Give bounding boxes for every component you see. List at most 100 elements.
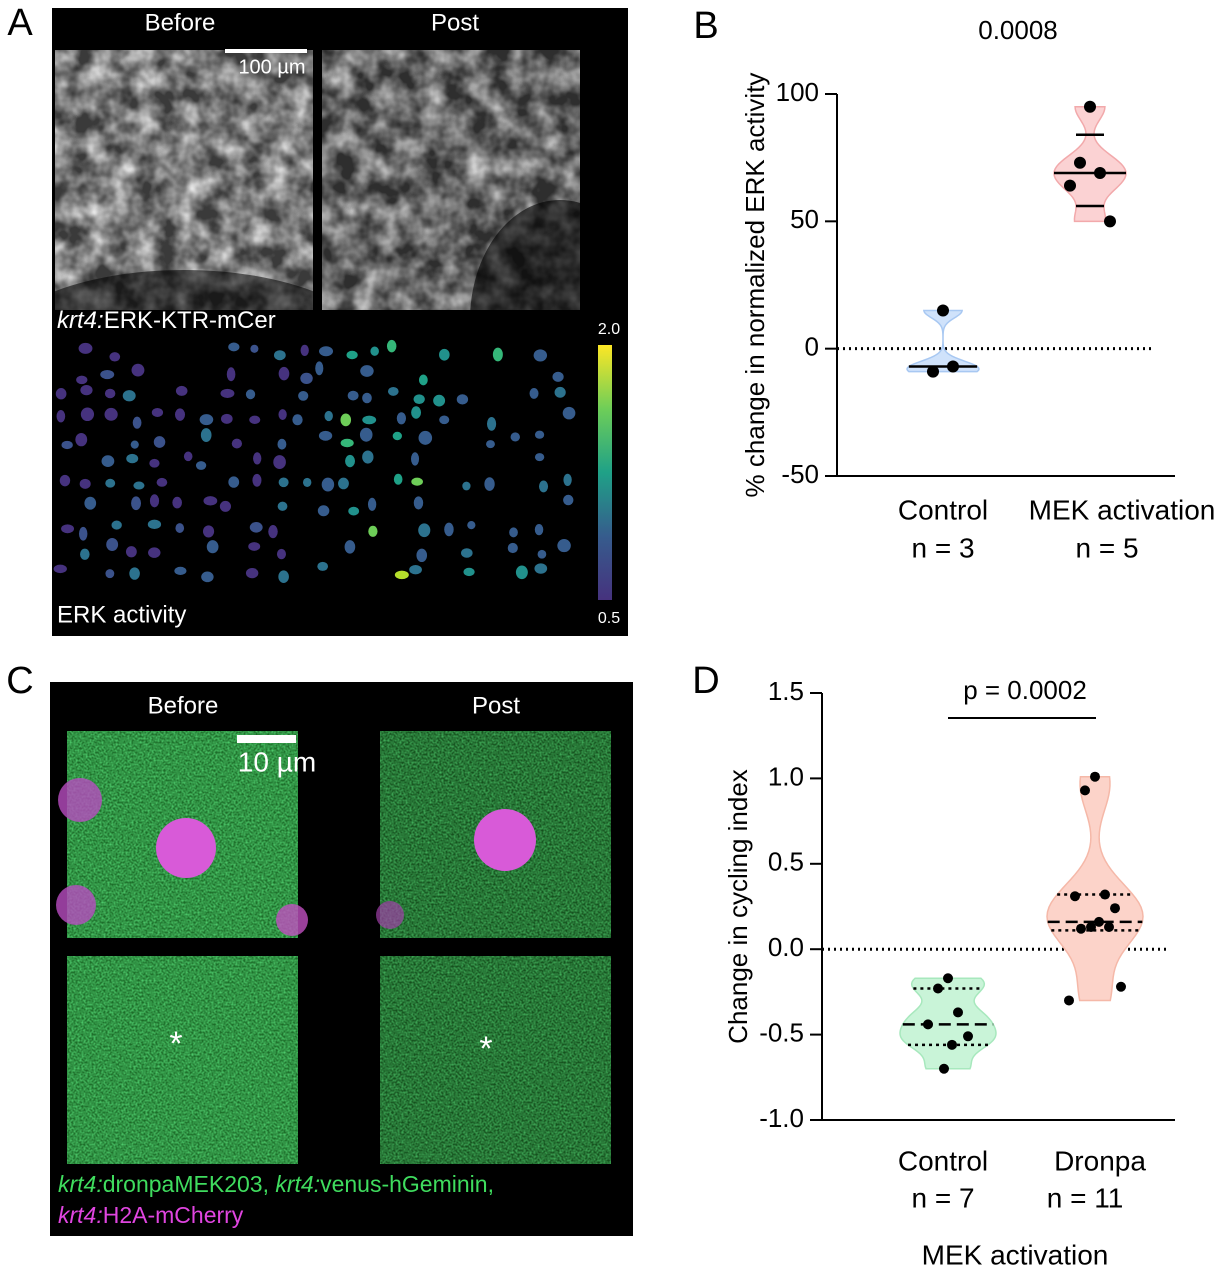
column-title: Post bbox=[431, 9, 479, 36]
erk-map bbox=[53, 339, 576, 584]
nucleus-dot bbox=[418, 523, 431, 538]
nucleus-dot bbox=[362, 415, 377, 425]
nucleus-dot bbox=[76, 375, 88, 385]
panel-label: D bbox=[692, 660, 719, 702]
nucleus bbox=[276, 904, 308, 936]
nucleus-dot bbox=[56, 410, 66, 423]
nucleus-dot bbox=[507, 542, 518, 554]
panel-label: C bbox=[6, 660, 33, 702]
nucleus-dot bbox=[219, 500, 232, 512]
nucleus-dot bbox=[61, 524, 75, 534]
nucleus-dot bbox=[195, 461, 207, 470]
nucleus-dot bbox=[220, 413, 233, 424]
nucleus-dot bbox=[563, 473, 572, 487]
data-point bbox=[933, 983, 943, 994]
nucleus-dot bbox=[149, 458, 160, 468]
nucleus bbox=[474, 809, 536, 871]
nucleus-dot bbox=[109, 352, 121, 362]
nucleus-dot bbox=[302, 477, 312, 488]
nucleus-dot bbox=[220, 388, 235, 399]
nucleus-dot bbox=[250, 344, 259, 353]
nucleus-dot bbox=[78, 526, 88, 541]
nucleus bbox=[156, 818, 216, 878]
nucleus-dot bbox=[201, 571, 214, 583]
nucleus-dot bbox=[151, 407, 164, 418]
column-title: Before bbox=[145, 9, 216, 36]
caption-line: krt4:H2A-mCherry bbox=[58, 1202, 244, 1228]
scale-label: 100 µm bbox=[238, 56, 305, 78]
nucleus-dot bbox=[534, 523, 544, 536]
nucleus bbox=[58, 778, 102, 822]
data-point bbox=[1100, 889, 1110, 900]
nucleus-dot bbox=[200, 428, 212, 443]
significance-label: 0.0008 bbox=[978, 15, 1058, 45]
colorbar-max: 2.0 bbox=[598, 321, 620, 338]
data-point bbox=[1110, 903, 1120, 914]
data-point bbox=[1094, 166, 1106, 179]
nucleus-dot bbox=[362, 392, 372, 404]
nucleus-dot bbox=[486, 440, 495, 449]
data-point bbox=[923, 1019, 933, 1030]
micrograph-post-merge bbox=[376, 731, 611, 938]
nucleus-dot bbox=[492, 347, 503, 362]
nucleus-dot bbox=[80, 548, 90, 560]
nucleus-dot bbox=[249, 415, 261, 424]
nucleus-dot bbox=[433, 394, 446, 407]
y-tick-label: -50 bbox=[781, 459, 819, 489]
data-point bbox=[963, 1031, 973, 1042]
nucleus-dot bbox=[554, 386, 566, 398]
nucleus-dot bbox=[534, 563, 548, 574]
nucleus-dot bbox=[484, 477, 495, 491]
nucleus-dot bbox=[393, 473, 403, 485]
nucleus-dot bbox=[386, 339, 397, 353]
nucleus-dot bbox=[268, 525, 278, 539]
nucleus-dot bbox=[126, 453, 139, 464]
y-axis-label: % change in normalized ERK activity bbox=[740, 73, 770, 498]
image-shade bbox=[55, 270, 313, 310]
data-point bbox=[1094, 916, 1104, 927]
nucleus-dot bbox=[413, 496, 424, 510]
nucleus-dot bbox=[462, 481, 471, 491]
nucleus-dot bbox=[300, 372, 313, 385]
transgene: dronpaMEK203, bbox=[103, 1171, 276, 1197]
nucleus-dot bbox=[149, 494, 160, 508]
scale-label: 10 µm bbox=[238, 746, 316, 777]
nucleus-dot bbox=[552, 371, 564, 382]
y-tick-label: 50 bbox=[790, 204, 819, 234]
reporter-name: ERK-KTR-mCer bbox=[104, 307, 276, 334]
y-tick-label: 0 bbox=[805, 332, 819, 362]
gene-prefix: krt4: bbox=[58, 1171, 103, 1197]
y-tick-label: -1.0 bbox=[759, 1103, 804, 1133]
nucleus-dot bbox=[444, 522, 454, 537]
data-point bbox=[947, 360, 959, 373]
nucleus-dot bbox=[368, 525, 378, 537]
nucleus-dot bbox=[292, 414, 303, 426]
nucleus-dot bbox=[228, 342, 240, 352]
data-point bbox=[1104, 921, 1114, 932]
data-point bbox=[1080, 785, 1090, 796]
image-texture bbox=[380, 956, 611, 1164]
nucleus-dot bbox=[199, 414, 214, 426]
nucleus-dot bbox=[226, 367, 236, 382]
transgene: H2A-mCherry bbox=[103, 1202, 244, 1228]
nucleus-dot bbox=[396, 412, 407, 425]
nucleus-dot bbox=[409, 565, 422, 575]
nucleus-dot bbox=[147, 519, 162, 530]
nucleus-dot bbox=[515, 565, 528, 580]
nucleus-dot bbox=[122, 390, 136, 402]
nucleus-dot bbox=[529, 387, 539, 399]
nucleus-dot bbox=[203, 496, 218, 506]
nucleus-dot bbox=[252, 473, 262, 487]
nucleus-dot bbox=[231, 438, 243, 449]
image-texture bbox=[67, 956, 298, 1164]
gene-prefix: krt4: bbox=[275, 1171, 320, 1197]
y-tick-label: 0.5 bbox=[768, 847, 804, 877]
reporter-label: krt4:ERK-KTR-mCer bbox=[57, 307, 276, 334]
data-point bbox=[953, 1007, 963, 1018]
nucleus-dot bbox=[370, 346, 379, 356]
n-label: n = 11 bbox=[1047, 1182, 1124, 1213]
violin bbox=[906, 309, 980, 373]
data-point bbox=[927, 365, 939, 378]
data-point bbox=[1074, 156, 1086, 169]
micrograph-post bbox=[322, 50, 580, 310]
